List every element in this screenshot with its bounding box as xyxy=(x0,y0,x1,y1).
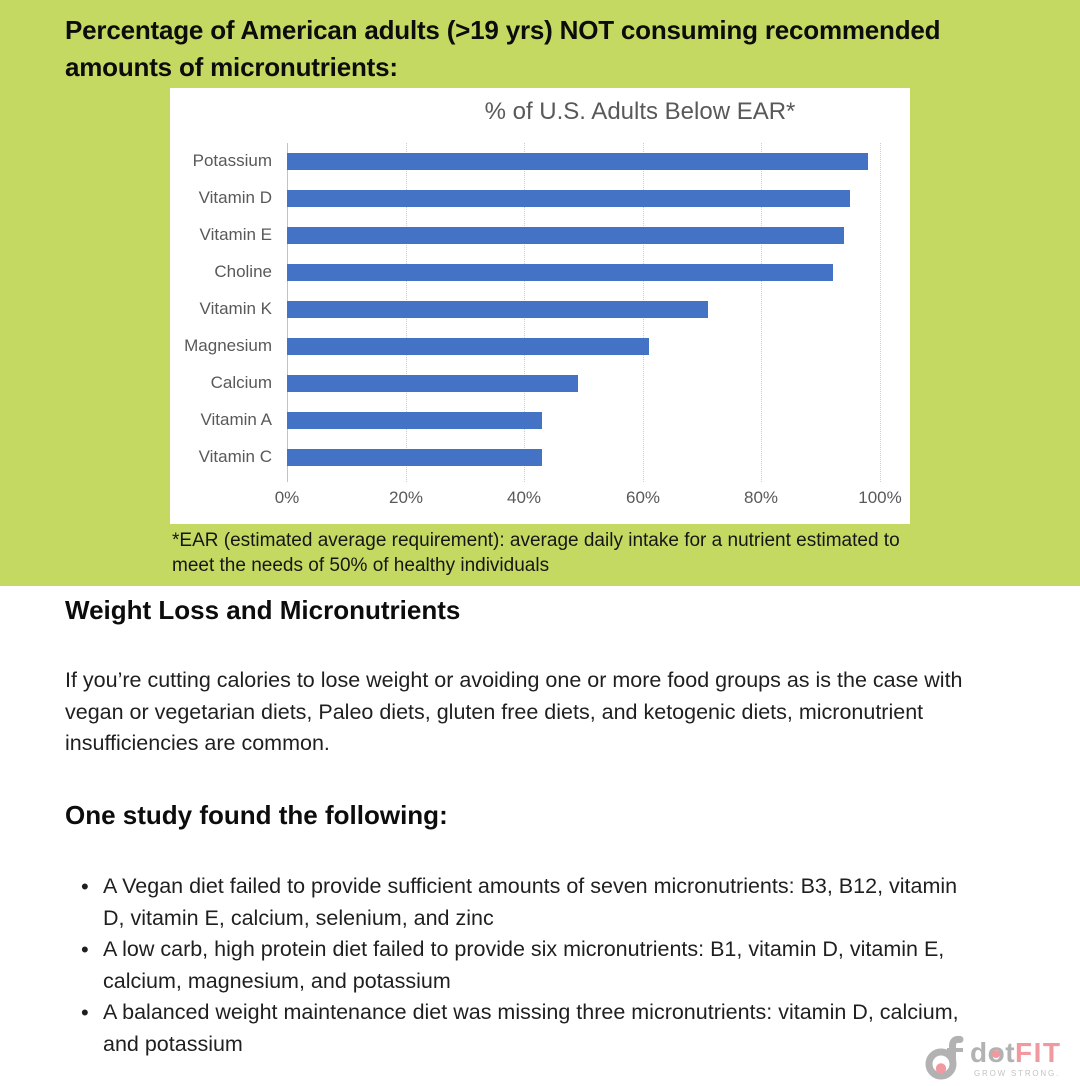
category-label: Calcium xyxy=(210,373,272,392)
x-tick-label: 0% xyxy=(274,488,300,507)
chart-title: % of U.S. Adults Below EAR* xyxy=(484,98,796,125)
category-label: Vitamin E xyxy=(199,225,272,244)
dotfit-wordmark-fit: FIT xyxy=(1015,1037,1062,1068)
list-item: A low carb, high protein diet failed to … xyxy=(65,934,965,997)
header-section: Percentage of American adults (>19 yrs) … xyxy=(0,0,1080,586)
category-label: Potassium xyxy=(192,151,272,170)
bar-potassium xyxy=(287,153,868,170)
x-tick-label: 80% xyxy=(743,488,779,507)
body-paragraph: If you’re cutting calories to lose weigh… xyxy=(65,668,963,755)
category-label: Vitamin C xyxy=(198,447,272,466)
category-label: Vitamin K xyxy=(199,299,272,318)
bar-vitamin-k xyxy=(287,301,708,318)
list-item: A balanced weight maintenance diet was m… xyxy=(65,997,965,1060)
section-heading-one-study: One study found the following: xyxy=(65,800,448,830)
bar-magnesium xyxy=(287,338,649,355)
x-tick-label: 20% xyxy=(388,488,424,507)
chart-footnote: *EAR (estimated average requirement): av… xyxy=(172,530,900,576)
gridline xyxy=(761,143,762,482)
dotfit-wordmark: dotFIT xyxy=(970,1037,1062,1069)
bar-vitamin-d xyxy=(287,190,850,207)
x-tick-label: 60% xyxy=(625,488,661,507)
bar-vitamin-e xyxy=(287,227,844,244)
category-label: Vitamin D xyxy=(198,188,272,207)
x-tick-label: 100% xyxy=(858,488,902,507)
gridline xyxy=(880,143,881,482)
dotfit-logo-icon xyxy=(924,1035,966,1086)
x-tick-label: 40% xyxy=(506,488,542,507)
category-label: Choline xyxy=(214,262,272,281)
category-label: Vitamin A xyxy=(200,410,272,429)
chart-category-axis: Potassium Vitamin D Vitamin E Choline Vitami… xyxy=(184,143,287,476)
bar-vitamin-c xyxy=(287,449,542,466)
list-item: A Vegan diet failed to provide sufficien… xyxy=(65,871,965,934)
bar-chart: % of U.S. Adults Below EAR* Potassium Vit… xyxy=(170,88,910,524)
plot-area xyxy=(287,143,881,482)
bar-calcium xyxy=(287,375,578,392)
category-label: Magnesium xyxy=(184,336,272,355)
section-heading-weight-loss: Weight Loss and Micronutrients xyxy=(65,595,461,625)
bar-choline xyxy=(287,264,833,281)
dotfit-wordmark-dot: dot xyxy=(970,1037,1016,1068)
bar-vitamin-a xyxy=(287,412,542,429)
study-findings-list: A Vegan diet failed to provide sufficien… xyxy=(65,871,965,1060)
dotfit-logo: dotFIT GROW STRONG. xyxy=(924,1033,1069,1080)
dotfit-tagline: GROW STRONG. xyxy=(974,1069,1061,1078)
page-title: Percentage of American adults (>19 yrs) … xyxy=(65,15,941,82)
